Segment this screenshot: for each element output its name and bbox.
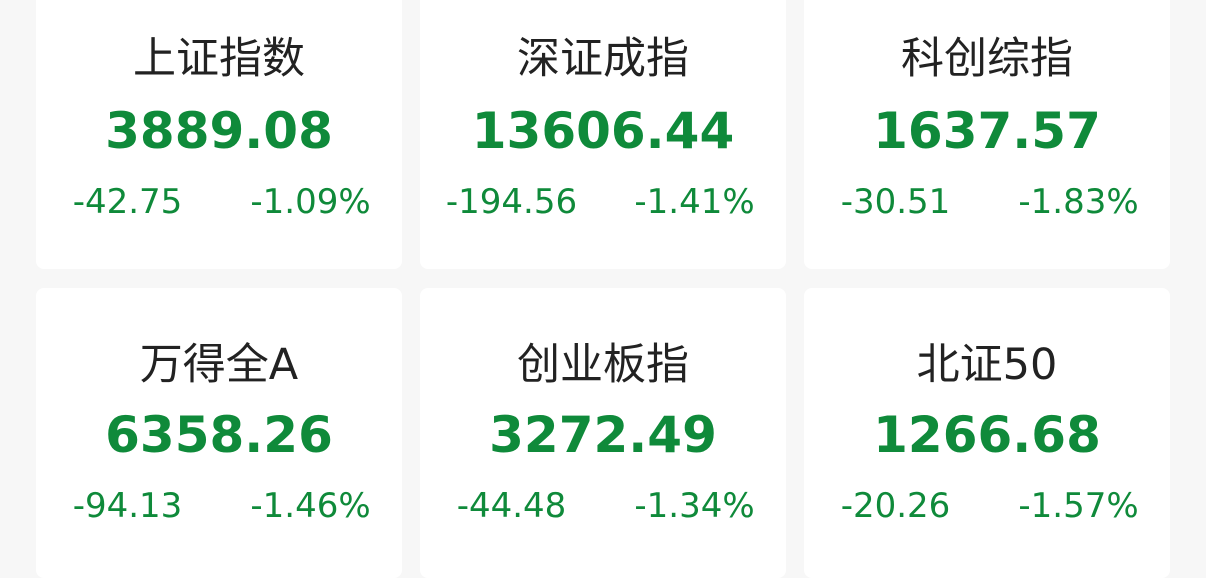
index-name: 科创综指 [901,34,1073,84]
index-change: -30.51 [840,182,951,222]
index-value: 13606.44 [471,102,735,160]
index-percent: -1.83% [1018,182,1139,222]
index-change: -42.75 [72,182,183,222]
index-change: -44.48 [456,486,567,526]
index-value: 1637.57 [873,102,1101,160]
index-name: 万得全A [139,340,299,390]
index-value: 1266.68 [873,406,1101,464]
index-card[interactable]: 创业板指 3272.49 -44.48 -1.34% [420,288,786,578]
index-change: -94.13 [72,486,183,526]
index-percent: -1.46% [250,486,371,526]
index-value: 3272.49 [489,406,717,464]
index-percent: -1.57% [1018,486,1139,526]
index-card[interactable]: 深证成指 13606.44 -194.56 -1.41% [420,0,786,269]
index-change: -194.56 [445,182,578,222]
index-percent: -1.34% [634,486,755,526]
index-percent: -1.09% [250,182,371,222]
index-card[interactable]: 上证指数 3889.08 -42.75 -1.09% [36,0,402,269]
index-name: 深证成指 [517,34,689,84]
index-name: 北证50 [916,340,1058,390]
index-change: -20.26 [840,486,951,526]
index-name: 上证指数 [133,34,305,84]
index-name: 创业板指 [517,340,689,390]
index-card[interactable]: 北证50 1266.68 -20.26 -1.57% [804,288,1170,578]
index-card[interactable]: 科创综指 1637.57 -30.51 -1.83% [804,0,1170,269]
index-percent: -1.41% [634,182,755,222]
index-value: 6358.26 [105,406,333,464]
index-card[interactable]: 万得全A 6358.26 -94.13 -1.46% [36,288,402,578]
index-value: 3889.08 [105,102,333,160]
